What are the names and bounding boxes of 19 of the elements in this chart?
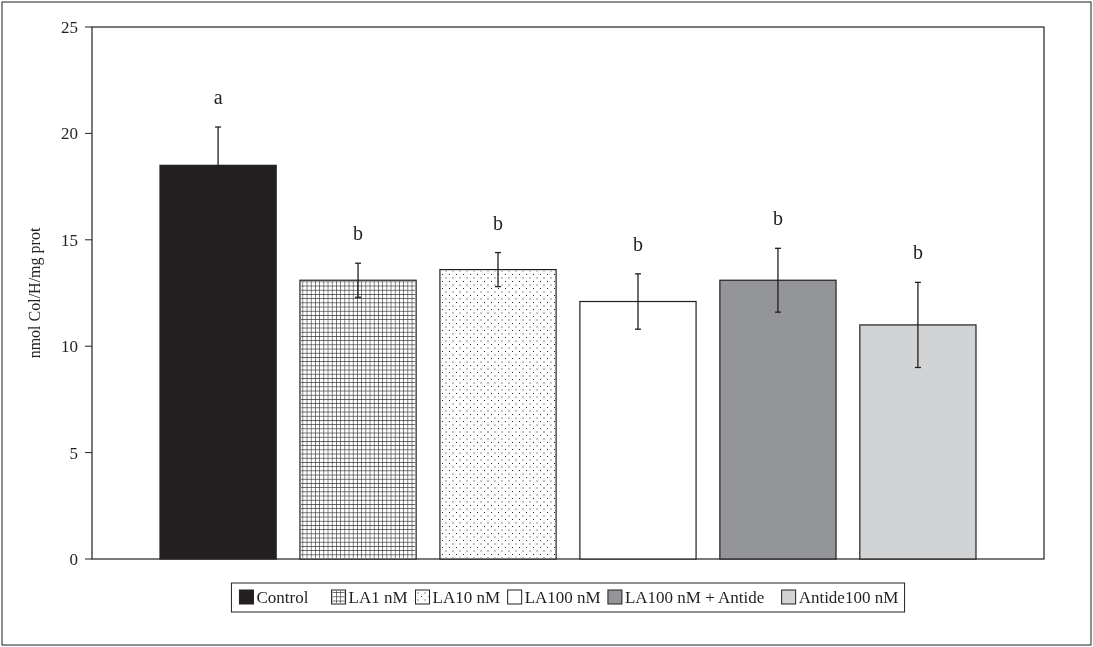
legend-label: Antide100 nM xyxy=(798,587,899,607)
annotation: b xyxy=(493,211,504,234)
annotation: a xyxy=(213,86,223,109)
y-tick-label: 5 xyxy=(69,443,78,463)
legend-label: LA1 nM xyxy=(348,587,408,607)
y-axis-title: nmol Col/H/mg prot xyxy=(26,227,44,359)
y-tick-label: 10 xyxy=(61,337,78,357)
y-tick-label: 0 xyxy=(69,549,78,569)
legend-label: LA100 nM + Antide xyxy=(624,587,765,607)
annotation: b xyxy=(632,232,643,255)
legend-label: LA10 nM xyxy=(432,587,501,607)
legend-label: Control xyxy=(256,587,309,607)
y-tick-label: 25 xyxy=(61,17,78,37)
y-tick-label: 15 xyxy=(61,230,78,250)
legend-label: LA100 nM xyxy=(524,587,601,607)
annotation: b xyxy=(353,222,364,245)
annotation: b xyxy=(912,241,923,264)
y-tick-label: 20 xyxy=(61,124,78,144)
annotation: b xyxy=(772,207,783,230)
